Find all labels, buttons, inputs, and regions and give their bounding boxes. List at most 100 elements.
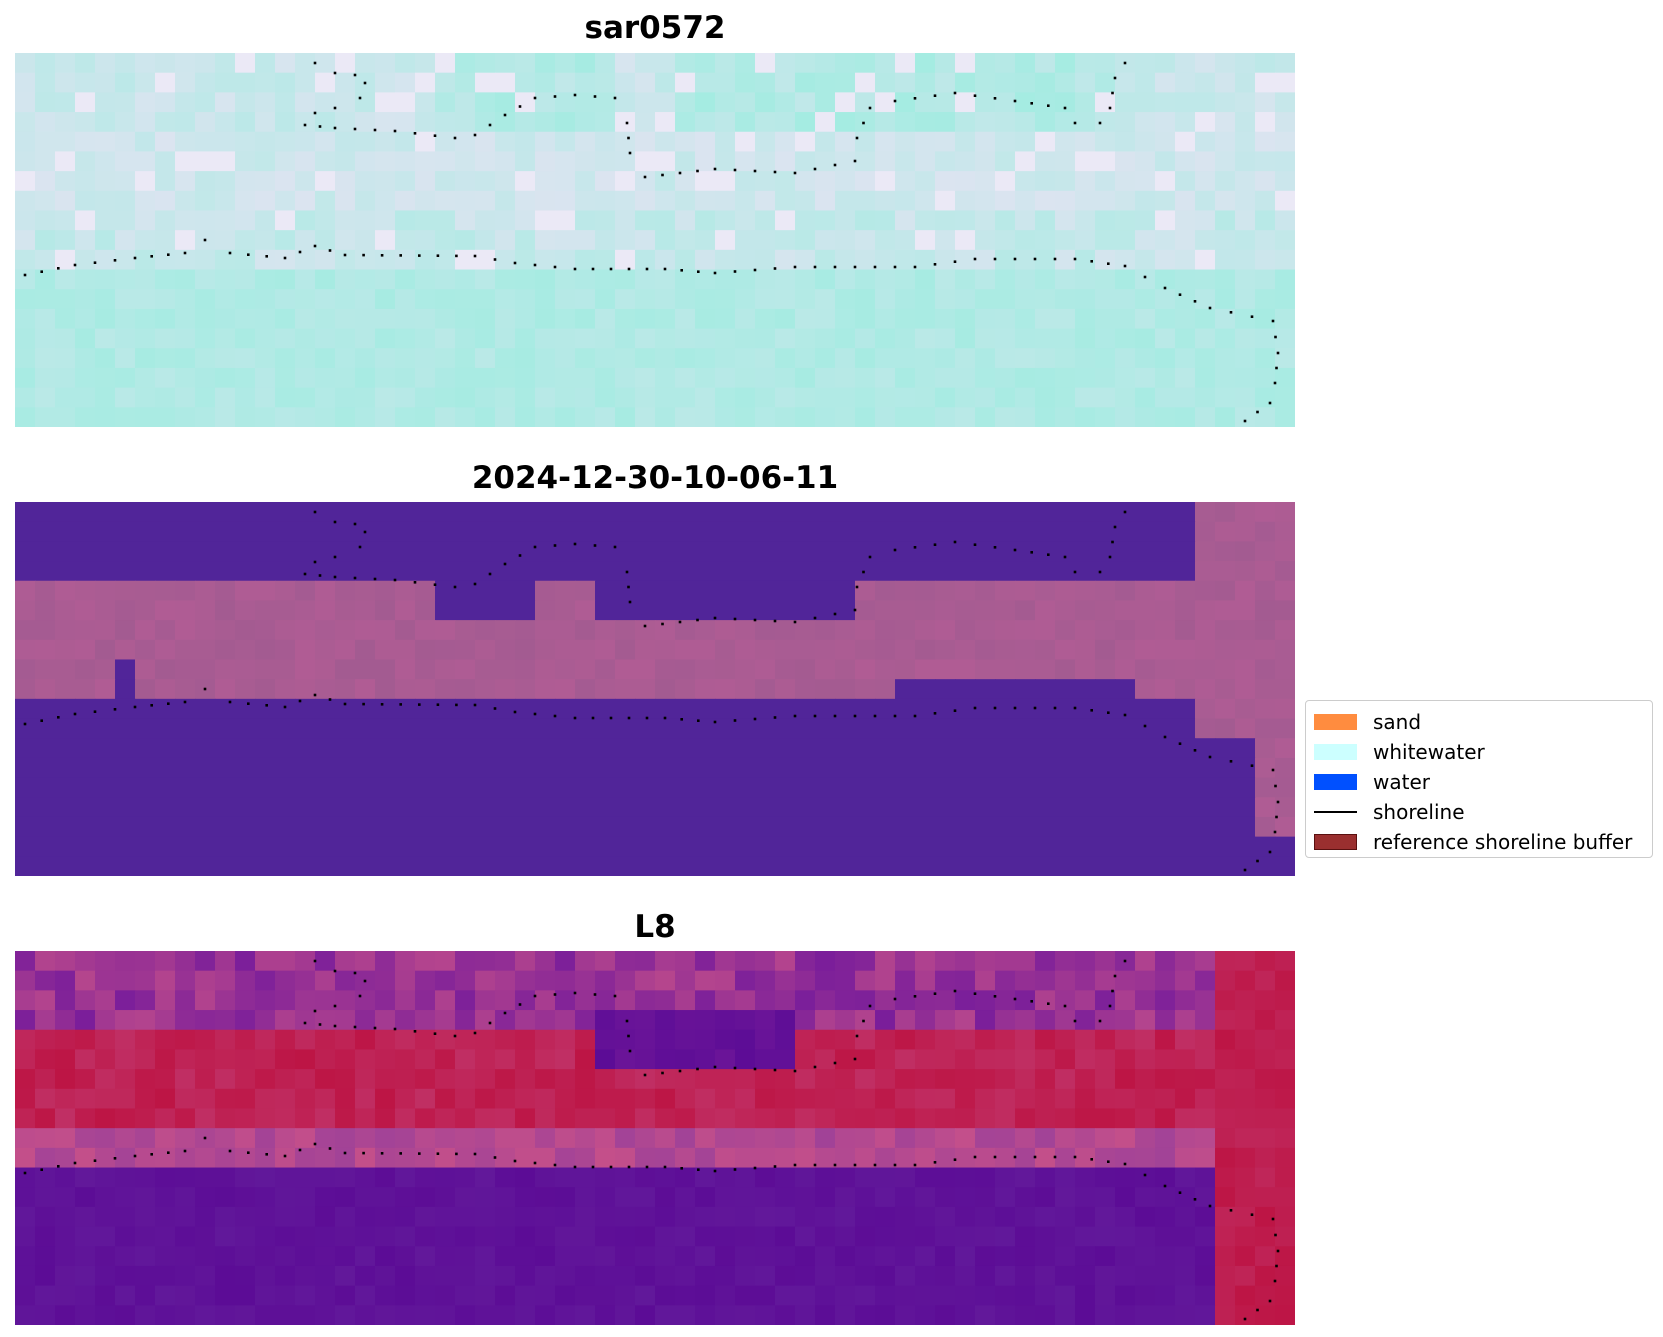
class-pixel <box>295 600 316 621</box>
sar-pixel <box>955 348 976 369</box>
l8-pixel <box>975 1010 996 1031</box>
class-pixel <box>1075 738 1096 759</box>
class-shoreline-dot <box>418 703 421 706</box>
sar-pixel <box>455 171 476 192</box>
l8-pixel <box>855 1187 876 1208</box>
l8-pixel <box>1015 1285 1036 1306</box>
sar-shoreline-dot <box>503 113 507 117</box>
class-pixel <box>175 856 196 876</box>
l8-pixel <box>615 1029 636 1051</box>
l8-shoreline-dot <box>1243 1317 1247 1321</box>
class-pixel <box>375 521 396 542</box>
sar-pixel <box>675 407 696 427</box>
class-pixel <box>295 836 316 857</box>
sar-pixel <box>1035 72 1056 93</box>
sar-pixel <box>1195 171 1216 192</box>
class-pixel <box>1015 757 1036 779</box>
class-pixel <box>575 502 596 523</box>
l8-pixel <box>295 1246 316 1267</box>
class-pixel <box>775 797 796 818</box>
class-pixel <box>295 698 316 720</box>
sar-pixel <box>1215 131 1236 153</box>
class-shoreline-dot <box>265 704 268 707</box>
sar-pixel <box>555 367 576 389</box>
class-pixel <box>535 679 556 700</box>
sar-pixel <box>655 72 676 93</box>
sar-pixel <box>1135 210 1156 231</box>
l8-pixel <box>375 990 396 1011</box>
sar-shoreline-dot <box>328 249 332 252</box>
l8-pixel <box>315 1187 336 1208</box>
sar-pixel <box>1235 112 1256 133</box>
class-pixel <box>935 561 956 582</box>
class-pixel <box>1055 797 1076 818</box>
l8-pixel <box>575 1108 596 1129</box>
class-pixel <box>1215 718 1236 739</box>
class-pixel <box>755 639 776 661</box>
l8-pixel <box>255 1029 276 1051</box>
sar-pixel <box>615 289 636 310</box>
l8-pixel <box>235 1147 256 1169</box>
l8-pixel <box>495 990 516 1011</box>
l8-pixel <box>195 951 216 972</box>
l8-pixel <box>1195 951 1216 972</box>
l8-pixel <box>635 1147 656 1169</box>
sar-pixel <box>55 289 76 310</box>
class-pixel <box>95 580 116 602</box>
class-shoreline-dot <box>697 719 700 722</box>
sar-pixel <box>1275 407 1295 427</box>
sar-pixel <box>355 92 376 113</box>
l8-pixel <box>235 1010 256 1031</box>
l8-pixel <box>115 1167 136 1188</box>
l8-pixel <box>595 1029 616 1051</box>
l8-pixel <box>535 1147 556 1169</box>
class-pixel <box>855 797 876 818</box>
sar-pixel <box>675 328 696 349</box>
l8-pixel <box>815 990 836 1011</box>
sar-pixel <box>635 72 656 93</box>
l8-pixel <box>1175 1265 1196 1287</box>
sar-pixel <box>615 230 636 251</box>
class-shoreline-dot <box>733 719 737 722</box>
sar-pixel <box>275 367 296 389</box>
l8-pixel <box>1215 1049 1236 1070</box>
class-pixel <box>1075 816 1096 838</box>
class-pixel <box>555 738 576 759</box>
sar-pixel <box>1035 328 1056 349</box>
class-pixel <box>495 639 516 661</box>
l8-pixel <box>1155 1069 1176 1090</box>
l8-shoreline-dot <box>993 1155 997 1159</box>
sar-shoreline-dot <box>150 255 153 258</box>
class-pixel <box>1055 757 1076 779</box>
class-shoreline-dot <box>303 572 307 576</box>
class-pixel <box>195 777 216 798</box>
l8-pixel <box>495 1010 516 1031</box>
sar-pixel <box>615 72 636 93</box>
class-pixel <box>495 797 516 818</box>
class-pixel <box>1155 580 1176 602</box>
class-pixel <box>1035 797 1056 818</box>
l8-shoreline-dot <box>436 1152 440 1155</box>
sar-pixel <box>815 53 836 74</box>
l8-shoreline-dot <box>183 1149 187 1153</box>
sar-pixel <box>1055 289 1076 310</box>
l8-pixel <box>235 951 256 972</box>
l8-pixel <box>1055 1285 1076 1306</box>
sar-pixel <box>315 53 336 74</box>
l8-pixel <box>295 1088 316 1110</box>
sar-pixel <box>995 190 1016 212</box>
sar-pixel <box>1075 151 1096 172</box>
l8-pixel <box>1235 1147 1256 1169</box>
l8-pixel <box>235 1265 256 1287</box>
l8-pixel <box>555 970 576 991</box>
class-pixel <box>1235 561 1256 582</box>
class-pixel <box>1255 620 1276 641</box>
sar-pixel <box>1175 328 1196 349</box>
class-pixel <box>35 600 56 621</box>
class-pixel <box>815 541 836 562</box>
sar-pixel <box>855 407 876 427</box>
l8-pixel <box>635 1226 656 1247</box>
sar-shoreline-dot <box>303 123 307 127</box>
class-pixel <box>755 521 776 542</box>
sar-pixel <box>155 72 176 93</box>
